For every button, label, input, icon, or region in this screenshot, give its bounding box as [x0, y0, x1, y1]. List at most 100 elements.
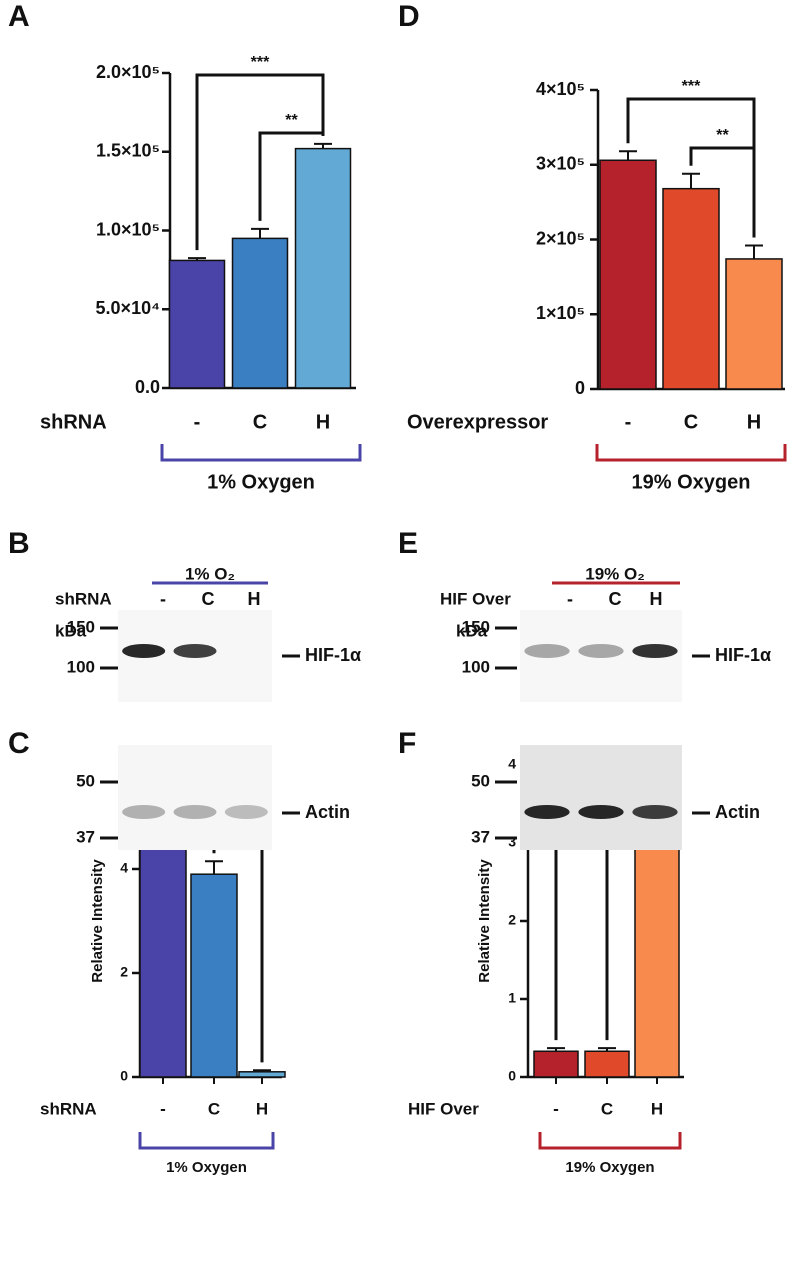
y-tick-label: 3×10⁵: [536, 154, 585, 174]
marker-label: 50: [471, 771, 490, 790]
y-tick-label: 2: [120, 964, 128, 980]
y-tick-label: 0: [508, 1068, 516, 1084]
y-tick-label: 5.0×10⁴: [96, 298, 160, 318]
y-tick-label: 0: [120, 1068, 128, 1084]
y-tick-label: 2.0×10⁵: [96, 62, 160, 82]
y-tick-label: 2×10⁵: [536, 228, 585, 248]
unit-label: kDa: [55, 621, 87, 640]
y-tick-label: 4×10⁵: [536, 79, 585, 99]
marker-label: 150: [462, 617, 490, 636]
marker-label: 37: [76, 827, 95, 846]
marker-label: 37: [471, 827, 490, 846]
band: [224, 805, 268, 819]
band: [524, 644, 570, 658]
panel-label: F: [398, 727, 416, 760]
bar: [231, 237, 289, 389]
y-tick-label: 2: [508, 912, 516, 928]
panel-label: B: [8, 527, 30, 560]
lane-label: C: [609, 589, 622, 609]
y-tick-label: 1.0×10⁵: [96, 219, 160, 239]
y-tick-label: 4: [120, 860, 128, 876]
category-label: -: [625, 411, 632, 433]
y-tick-label: 1: [508, 990, 516, 1006]
group-bracket: [595, 444, 787, 462]
x-axis-label: shRNA: [40, 1099, 97, 1118]
band: [122, 805, 166, 819]
row-label: shRNA: [55, 589, 112, 608]
bar: [168, 259, 226, 389]
band: [578, 644, 624, 658]
unit-label: kDa: [456, 621, 488, 640]
group-label: 19% Oxygen: [632, 471, 751, 493]
significance-label: **: [716, 127, 729, 144]
bar: [725, 258, 783, 390]
band-label: HIF-1α: [715, 645, 771, 665]
y-tick-label: 3: [508, 834, 516, 850]
band-label: HIF-1α: [305, 645, 361, 665]
lane-label: -: [567, 589, 573, 609]
significance-bracket: [258, 131, 325, 221]
category-label: C: [601, 1099, 613, 1118]
blot-header: 1% O₂: [185, 564, 235, 583]
panel-label: C: [8, 727, 30, 760]
band: [632, 805, 678, 819]
y-tick-label: 1.5×10⁵: [96, 141, 160, 161]
bar: [662, 187, 720, 390]
band-label: Actin: [305, 802, 350, 822]
lane-label: H: [650, 589, 663, 609]
y-axis-label: Relative Intensity: [89, 859, 106, 983]
significance-bracket: [689, 146, 756, 238]
marker-label: 50: [76, 771, 95, 790]
significance-label: ***: [251, 54, 270, 71]
bar: [238, 1071, 286, 1078]
blot-actin: [520, 745, 682, 850]
blot-header: 19% O₂: [585, 564, 645, 583]
row-label: HIF Over: [440, 589, 511, 608]
x-axis-label: Overexpressor: [407, 411, 548, 433]
marker-label: 150: [67, 617, 95, 636]
category-label: C: [253, 411, 267, 433]
bar: [294, 147, 352, 389]
group-label: 1% Oxygen: [207, 471, 315, 493]
category-label: H: [747, 411, 761, 433]
group-bracket: [538, 1132, 682, 1150]
category-label: H: [651, 1099, 663, 1118]
y-tick-label: 0: [575, 378, 585, 398]
band: [524, 805, 570, 819]
category-label: H: [316, 411, 330, 433]
panel-label: A: [8, 0, 30, 33]
bar: [190, 873, 238, 1078]
bar: [634, 828, 680, 1078]
y-tick-label: 4: [508, 756, 516, 772]
category-label: -: [194, 411, 201, 433]
band-label: Actin: [715, 802, 760, 822]
group-bracket: [160, 444, 362, 462]
lane-label: -: [160, 589, 166, 609]
band: [578, 805, 624, 819]
band: [122, 644, 166, 658]
bar: [584, 1050, 630, 1078]
significance-bracket: [195, 73, 325, 251]
marker-label: 100: [67, 657, 95, 676]
band: [173, 644, 217, 658]
category-label: C: [684, 411, 698, 433]
y-tick-label: 1×10⁵: [536, 303, 585, 323]
x-axis-label: HIF Over: [408, 1099, 479, 1118]
panel-label: E: [398, 527, 418, 560]
significance-label: **: [285, 112, 298, 129]
bar: [599, 159, 657, 390]
lane-label: C: [202, 589, 215, 609]
y-tick-label: 0.0: [135, 377, 160, 397]
category-label: -: [160, 1099, 166, 1118]
y-axis-label: Relative Intensity: [476, 859, 493, 983]
x-axis-label: shRNA: [40, 411, 107, 433]
lane-label: H: [248, 589, 261, 609]
category-label: -: [553, 1099, 559, 1118]
blot-actin: [118, 745, 272, 850]
category-label: C: [208, 1099, 220, 1118]
group-label: 19% Oxygen: [565, 1159, 654, 1176]
band: [173, 805, 217, 819]
bar: [533, 1050, 579, 1078]
panel-label: D: [398, 0, 420, 33]
